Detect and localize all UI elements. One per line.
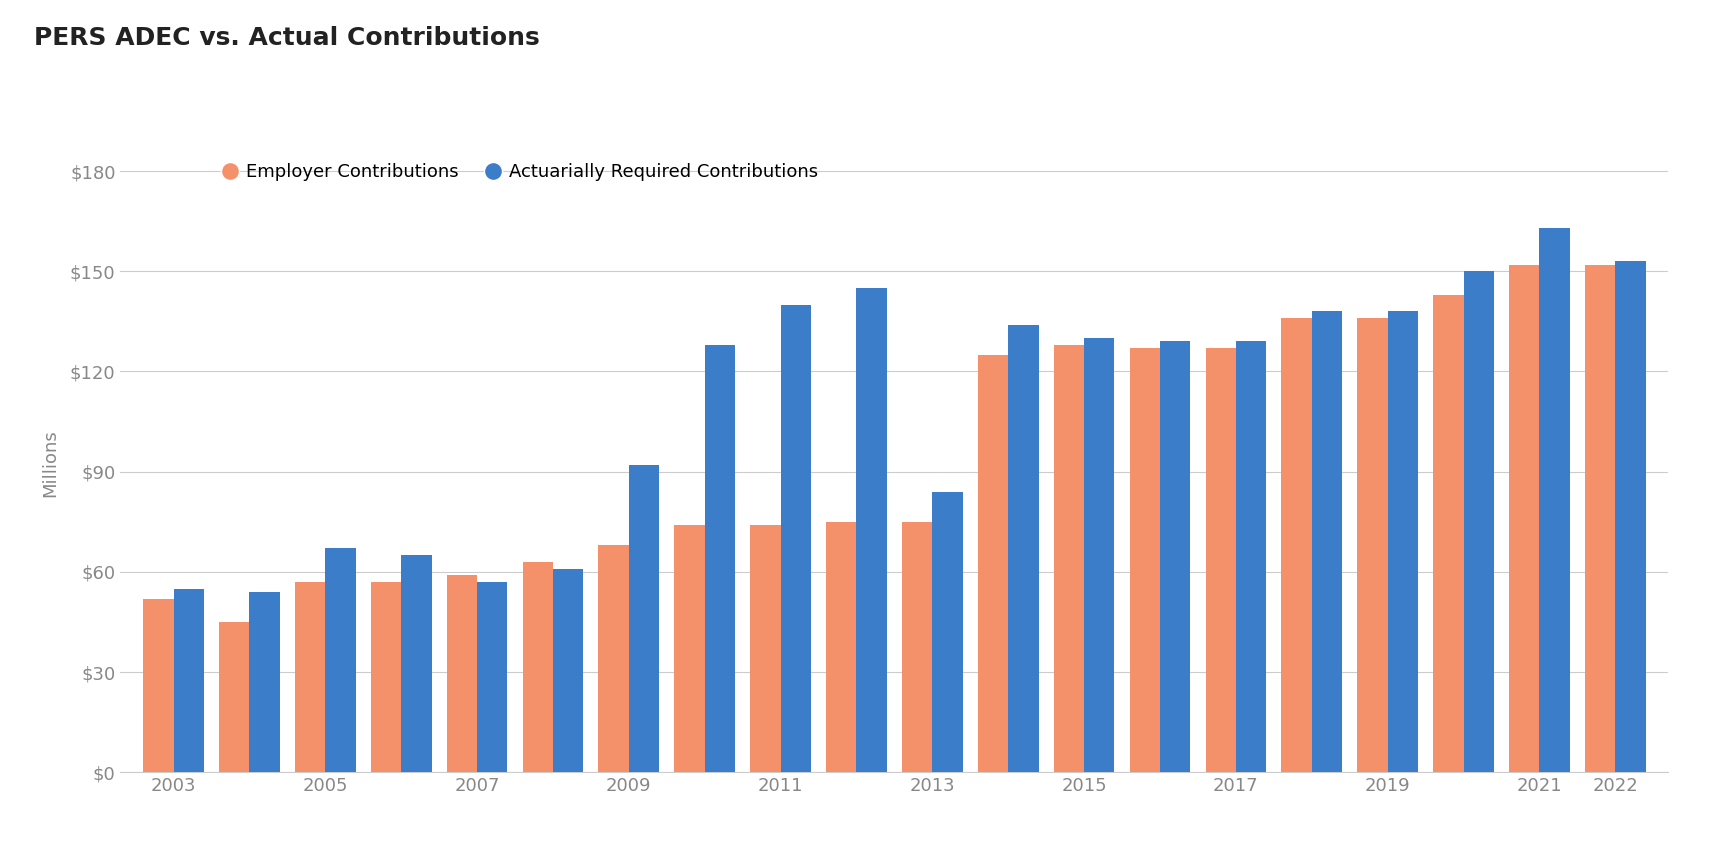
- Bar: [1159, 341, 1190, 772]
- Y-axis label: Millions: Millions: [41, 430, 58, 497]
- Bar: [705, 345, 734, 772]
- Bar: [1584, 264, 1615, 772]
- Bar: [979, 355, 1008, 772]
- Bar: [932, 492, 963, 772]
- Bar: [1357, 318, 1388, 772]
- Bar: [372, 582, 401, 772]
- Bar: [674, 525, 705, 772]
- Bar: [1054, 345, 1084, 772]
- Bar: [1433, 294, 1464, 772]
- Bar: [1008, 324, 1039, 772]
- Bar: [447, 575, 476, 772]
- Text: PERS ADEC vs. Actual Contributions: PERS ADEC vs. Actual Contributions: [34, 26, 540, 50]
- Bar: [1388, 311, 1417, 772]
- Bar: [1084, 338, 1115, 772]
- Bar: [1206, 348, 1237, 772]
- Bar: [218, 622, 249, 772]
- Bar: [294, 582, 325, 772]
- Bar: [901, 522, 932, 772]
- Bar: [1281, 318, 1312, 772]
- Bar: [401, 555, 432, 772]
- Bar: [249, 592, 280, 772]
- Bar: [857, 288, 888, 772]
- Bar: [325, 548, 356, 772]
- Bar: [1508, 264, 1539, 772]
- Bar: [143, 599, 174, 772]
- Bar: [1464, 271, 1495, 772]
- Bar: [826, 522, 857, 772]
- Bar: [781, 305, 810, 772]
- Bar: [523, 562, 552, 772]
- Bar: [1237, 341, 1266, 772]
- Bar: [599, 545, 630, 772]
- Bar: [476, 582, 507, 772]
- Bar: [1615, 262, 1646, 772]
- Bar: [552, 569, 583, 772]
- Legend: Employer Contributions, Actuarially Required Contributions: Employer Contributions, Actuarially Requ…: [222, 164, 819, 182]
- Bar: [1130, 348, 1159, 772]
- Bar: [630, 465, 659, 772]
- Bar: [174, 589, 205, 772]
- Bar: [1312, 311, 1342, 772]
- Bar: [1539, 228, 1570, 772]
- Bar: [750, 525, 781, 772]
